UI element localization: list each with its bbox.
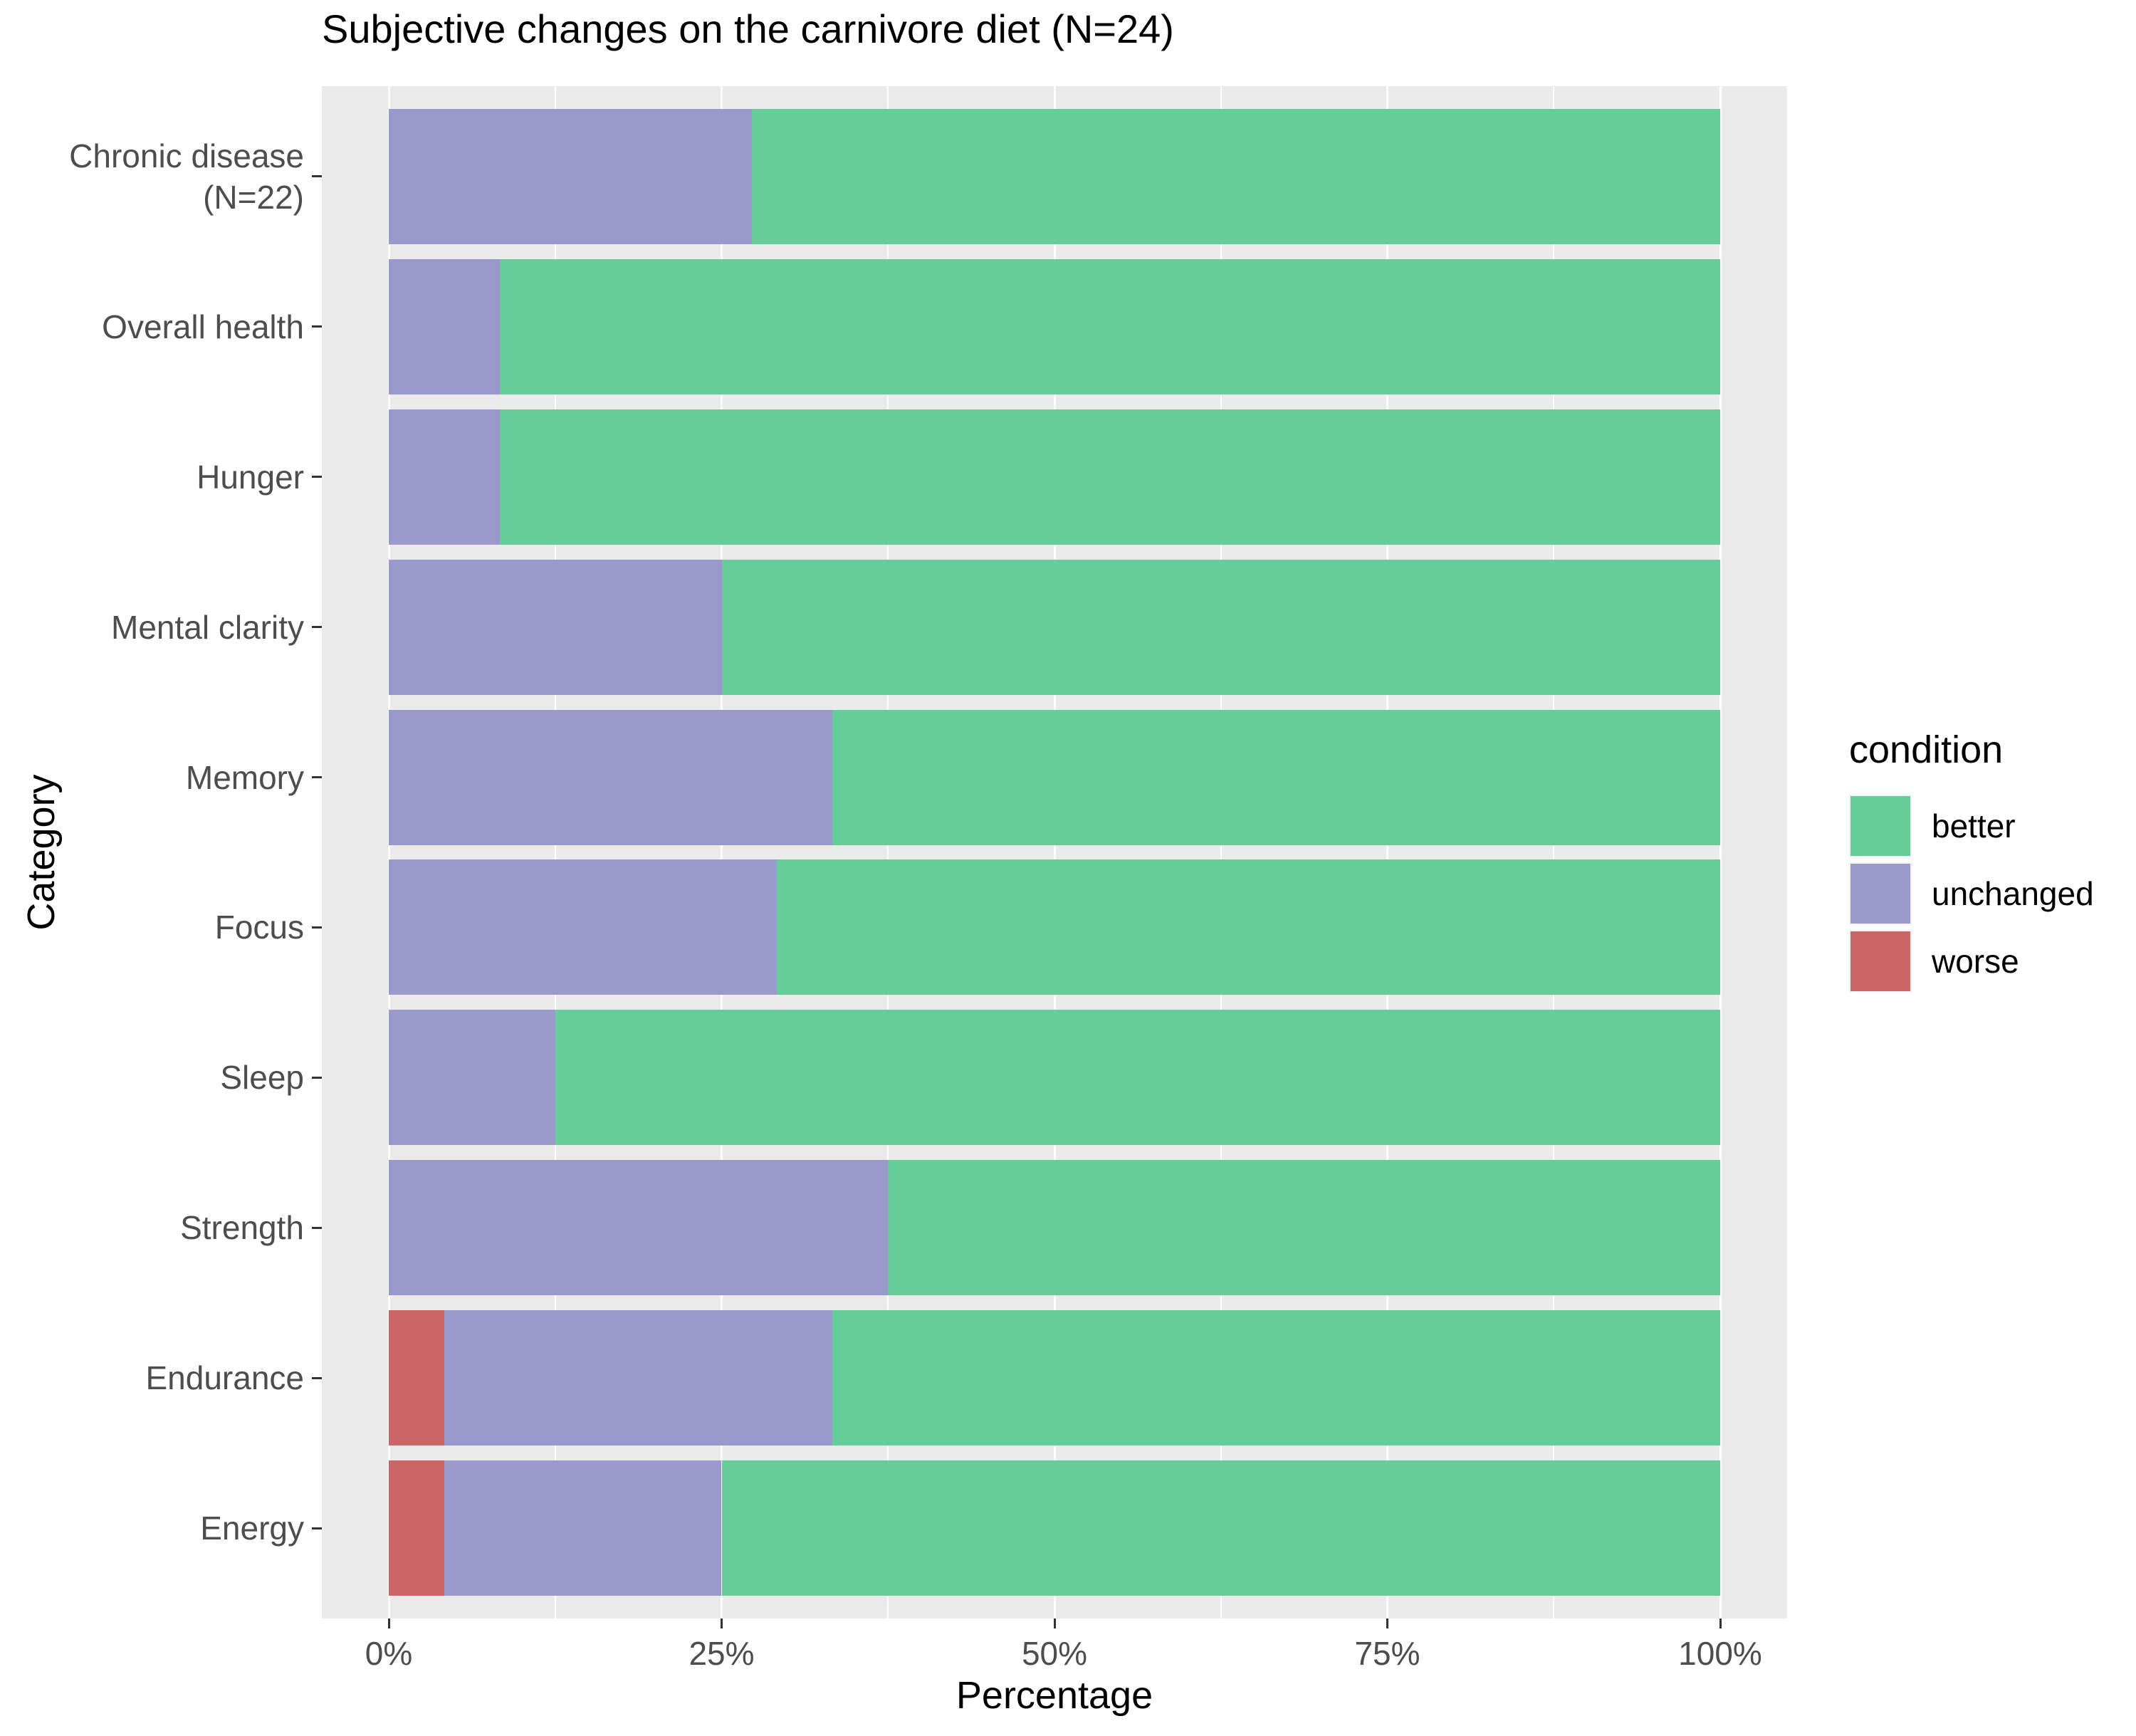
bar-segment-better — [751, 109, 1720, 244]
x-tick-label: 100% — [1678, 1635, 1762, 1672]
plot-title: Subjective changes on the carnivore diet… — [322, 6, 1174, 51]
x-axis-tick — [1719, 1619, 1722, 1628]
gridline-minor — [887, 86, 889, 1619]
y-axis-tick — [312, 1527, 322, 1530]
y-axis-tick — [312, 175, 322, 178]
y-tick-label: Memory — [185, 758, 304, 796]
bar-segment-unchanged — [444, 1310, 833, 1445]
bar-segment-unchanged — [389, 859, 778, 995]
bar-segment-better — [555, 1010, 1720, 1145]
y-tick-label: Sleep — [220, 1059, 304, 1097]
bar-segment-unchanged — [389, 109, 752, 244]
legend-swatch-unchanged — [1850, 864, 1910, 924]
gridline-major — [1386, 86, 1388, 1619]
y-axis-tick — [312, 776, 322, 778]
bar-segment-better — [499, 259, 1720, 394]
bar-segment-better — [721, 560, 1720, 695]
plot-panel — [322, 86, 1787, 1619]
y-tick-label: Focus — [214, 909, 304, 946]
gridline-major — [1053, 86, 1056, 1619]
y-axis-tick — [312, 926, 322, 929]
legend-item-unchanged: unchanged — [1849, 862, 2094, 925]
bar-segment-better — [832, 1310, 1721, 1445]
y-tick-label: Energy — [200, 1510, 304, 1547]
x-tick-label: 0% — [365, 1635, 413, 1672]
x-axis-title: Percentage — [956, 1674, 1153, 1717]
x-tick-label: 75% — [1354, 1635, 1420, 1672]
bar-segment-unchanged — [389, 560, 722, 695]
y-axis-tick — [312, 1376, 322, 1379]
legend-item-label: better — [1932, 807, 2016, 845]
y-axis-tick — [312, 626, 322, 629]
legend-item-worse: worse — [1849, 930, 2094, 993]
y-tick-label: Strength — [180, 1209, 304, 1247]
gridline-major — [1719, 86, 1722, 1619]
y-axis-tick — [312, 1226, 322, 1229]
legend-item-better: better — [1849, 795, 2094, 857]
y-axis-tick — [312, 325, 322, 328]
y-axis-tick — [312, 1076, 322, 1079]
bar-segment-worse — [389, 1310, 444, 1445]
bar-segment-unchanged — [389, 1160, 889, 1295]
gridline-minor — [1553, 86, 1555, 1619]
y-tick-label: Chronic disease (N=22) — [69, 137, 304, 216]
legend-title: condition — [1849, 728, 2004, 771]
legend-key — [1849, 862, 1912, 925]
bar-segment-unchanged — [389, 259, 500, 394]
bar-segment-unchanged — [389, 1010, 555, 1145]
y-tick-label: Overall health — [102, 308, 304, 345]
x-axis-tick — [387, 1619, 390, 1628]
bar-segment-unchanged — [444, 1460, 722, 1596]
x-axis-tick — [1386, 1619, 1388, 1628]
legend: condition better unchanged worse — [1849, 728, 2094, 998]
legend-key — [1849, 930, 1912, 993]
y-tick-label: Mental clarity — [111, 608, 304, 646]
bar-segment-worse — [389, 1460, 444, 1596]
gridline-major — [721, 86, 723, 1619]
x-tick-label: 50% — [1021, 1635, 1088, 1672]
bar-segment-better — [832, 710, 1720, 845]
x-axis-tick — [1053, 1619, 1056, 1628]
bar-segment-unchanged — [389, 409, 500, 545]
gridline-minor — [554, 86, 556, 1619]
gridline-minor — [1220, 86, 1222, 1619]
bar-segment-better — [499, 409, 1720, 545]
legend-items: better unchanged worse — [1849, 795, 2094, 993]
y-tick-label: Endurance — [145, 1359, 305, 1397]
legend-item-label: unchanged — [1932, 875, 2094, 912]
bar-segment-better — [888, 1160, 1720, 1295]
legend-swatch-worse — [1850, 931, 1910, 991]
legend-item-label: worse — [1932, 943, 2019, 980]
legend-swatch-better — [1850, 796, 1910, 856]
bar-segment-better — [777, 859, 1720, 995]
y-axis-title: Category — [20, 774, 63, 931]
y-tick-label: Hunger — [197, 458, 304, 496]
y-axis-tick — [312, 476, 322, 479]
bar-segment-better — [721, 1460, 1720, 1596]
bar-segment-unchanged — [389, 710, 833, 845]
gridline-major — [387, 86, 390, 1619]
legend-key — [1849, 795, 1912, 857]
x-tick-label: 25% — [689, 1635, 755, 1672]
x-axis-tick — [721, 1619, 723, 1628]
